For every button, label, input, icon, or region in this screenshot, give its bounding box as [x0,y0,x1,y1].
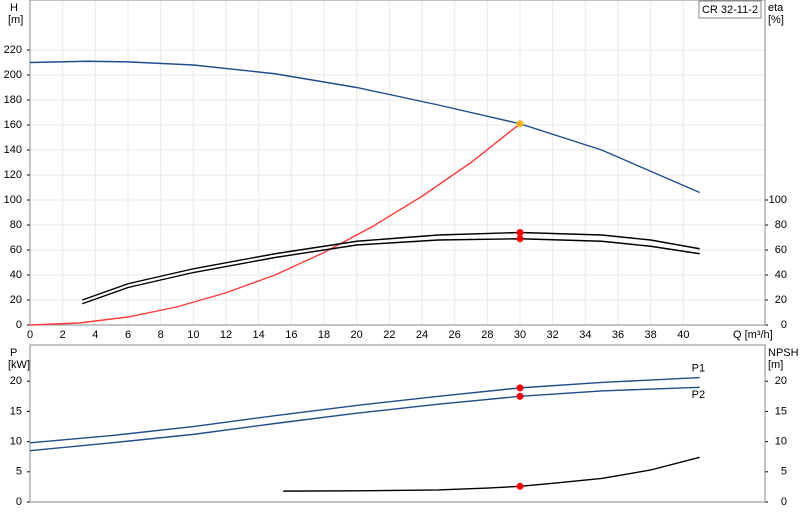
y2-tick-label: 15 [775,405,787,417]
x-tick-label: 28 [481,329,493,341]
y2-tick-label: 20 [775,375,787,387]
curve-label: P2 [692,389,705,401]
x-tick-label: 32 [547,329,559,341]
y2-tick-label: 0 [781,496,787,508]
y2-axis-label: NPSH [768,347,799,359]
x-tick-label: 0 [27,329,33,341]
y2-tick-label: 60 [775,244,787,256]
y2-tick-label: 40 [775,269,787,281]
x-tick-label: 36 [612,329,624,341]
y2-axis-unit: [%] [768,14,784,26]
x-tick-label: 14 [253,329,265,341]
y-tick-label: 20 [10,294,22,306]
y2-tick-label: 10 [775,436,787,448]
x-tick-label: 22 [383,329,395,341]
x-axis-label: Q [m³/h] [733,329,773,341]
y2-axis-label: eta [768,2,784,14]
operating-point [516,235,524,243]
x-tick-label: 34 [579,329,591,341]
plot-frame [29,344,766,503]
x-tick-label: 16 [285,329,297,341]
y-axis-label: H [10,2,18,14]
curve [82,238,700,305]
x-tick-label: 40 [677,329,689,341]
curve [29,386,700,452]
y-tick-label: 0 [16,496,22,508]
x-tick-label: 24 [416,329,428,341]
y2-tick-label: 80 [775,219,787,231]
x-tick-label: 8 [158,329,164,341]
operating-point [516,229,524,236]
y-tick-label: 15 [10,405,22,417]
x-tick-label: 30 [514,329,526,341]
y-tick-label: 10 [10,436,22,448]
curve [283,456,700,492]
y-axis-unit: [m] [8,14,23,26]
y-axis-label: P [10,347,17,359]
title-box [698,0,762,19]
y-tick-label: 140 [4,144,22,156]
x-tick-label: 12 [220,329,232,341]
y2-tick-label: 5 [781,466,787,478]
curve [29,60,700,194]
x-tick-label: 2 [60,329,66,341]
y-tick-label: 120 [4,169,22,181]
operating-point [516,482,524,490]
y-tick-label: 160 [4,119,22,131]
y-tick-label: 80 [10,219,22,231]
y-axis-unit: [kW] [8,359,30,371]
y-tick-label: 20 [10,375,22,387]
curve-label: P1 [692,363,705,375]
y-tick-label: 100 [4,194,22,206]
y2-tick-label: 100 [769,194,787,206]
y-tick-label: 60 [10,244,22,256]
y2-tick-label: 0 [781,319,787,331]
y-tick-label: 180 [4,94,22,106]
x-tick-label: 10 [187,329,199,341]
chart-title: CR 32-11-2 [702,4,758,16]
y-tick-label: 40 [10,269,22,281]
x-tick-label: 6 [125,329,131,341]
y-tick-label: 220 [4,44,22,56]
operating-point [516,120,524,128]
x-tick-label: 26 [449,329,461,341]
y2-tick-label: 20 [775,294,787,306]
x-tick-label: 4 [92,329,98,341]
operating-point [516,384,524,392]
curve [29,376,700,444]
x-tick-label: 20 [351,329,363,341]
curve [29,123,521,326]
operating-point [516,392,524,400]
y-tick-label: 5 [16,466,22,478]
y-tick-label: 200 [4,69,22,81]
x-tick-label: 18 [318,329,330,341]
y2-axis-unit: [m] [768,359,783,371]
y-tick-label: 0 [16,319,22,331]
plot-frame [29,0,766,326]
curve [82,231,700,301]
x-tick-label: 38 [645,329,657,341]
